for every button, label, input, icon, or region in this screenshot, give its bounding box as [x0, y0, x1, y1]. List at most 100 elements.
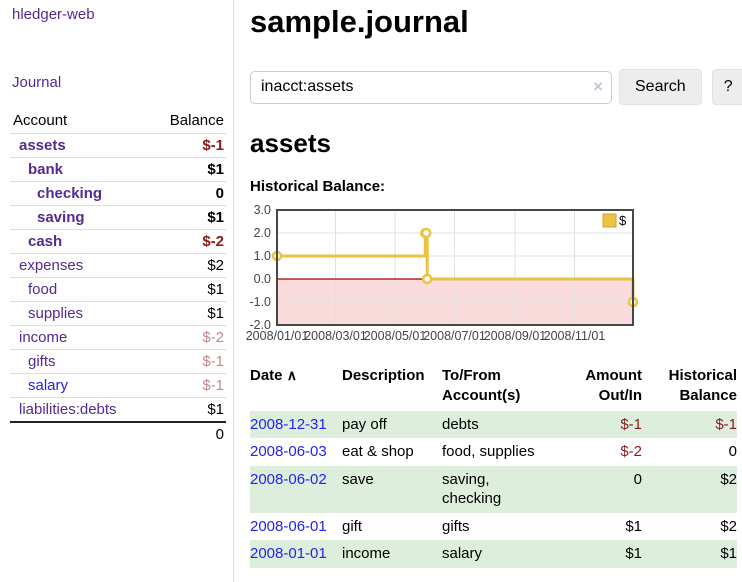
register-row: 2008-01-01 income salary $1 $1: [250, 540, 737, 568]
sidebar-account-link[interactable]: saving: [37, 208, 85, 226]
register-table-body: 2008-12-31 pay off debts $-1 $-1 2008-06-03 ea…: [250, 410, 737, 568]
sidebar-account-link[interactable]: cash: [28, 232, 63, 250]
account-balance: 0: [215, 184, 224, 202]
register-header-date[interactable]: Date ∧: [250, 366, 342, 411]
register-cell-description: save: [342, 470, 374, 488]
sidebar-item-journal[interactable]: Journal: [12, 74, 62, 91]
page-title: sample.journal: [250, 4, 469, 39]
account-balance: $1: [207, 280, 224, 298]
sidebar-account-link[interactable]: expenses: [19, 256, 84, 274]
account-balance: $-2: [202, 328, 224, 346]
account-row: gifts $-1: [10, 349, 226, 373]
register-cell-description: pay off: [342, 415, 387, 433]
balance-chart-svg: $3.0 2.0 1.0 0.0 -1.0 -2.02008/01/012008/03/0…: [246, 203, 639, 343]
register-table: Date ∧ Description To/From Account(s) Am…: [250, 366, 737, 568]
account-balance: $1: [207, 160, 224, 178]
register-cell-date: 2008-06-02: [250, 466, 342, 513]
register-row: 2008-12-31 pay off debts $-1 $-1: [250, 410, 737, 439]
svg-text:$: $: [619, 213, 627, 228]
sort-asc-icon: ∧: [286, 367, 297, 383]
transaction-date-link[interactable]: 2008-06-03: [250, 443, 327, 461]
clear-search-icon[interactable]: ×: [593, 76, 603, 96]
transaction-date-link[interactable]: 2008-01-01: [250, 545, 327, 563]
account-row: cash $-2: [10, 229, 226, 253]
register-cell-accounts: salary: [442, 545, 483, 563]
svg-text:2008/01/01: 2008/01/01: [246, 329, 309, 343]
search-button[interactable]: Search: [619, 69, 702, 105]
account-row: salary $-1: [10, 373, 226, 397]
chart-label: Historical Balance:: [250, 178, 386, 195]
register-cell-amount: $1: [625, 545, 642, 563]
svg-text:2008/05/01: 2008/05/01: [364, 329, 427, 343]
account-title: assets: [250, 128, 331, 158]
register-cell-balance: 0: [728, 443, 737, 461]
register-cell-accounts: food, supplies: [442, 443, 535, 461]
sidebar-account-link[interactable]: income: [19, 328, 68, 346]
account-balance: $1: [207, 400, 224, 418]
register-cell-balance: $-1: [715, 415, 737, 433]
account-balance: $-1: [202, 136, 224, 154]
sidebar-account-link[interactable]: gifts: [28, 352, 56, 370]
register-cell-amount: $-1: [620, 415, 642, 433]
account-row: bank $1: [10, 157, 226, 181]
register-row: 2008-06-02 save saving, checking 0 $2: [250, 465, 737, 513]
svg-text:2008/07/01: 2008/07/01: [423, 329, 486, 343]
register-row: 2008-06-03 eat & shop food, supplies $-2 0: [250, 438, 737, 466]
register-cell-description: eat & shop: [342, 443, 414, 461]
sidebar-account-link[interactable]: food: [28, 280, 58, 298]
account-row: liabilities:debts $1: [10, 397, 226, 422]
svg-text:-2.0: -2.0: [249, 318, 271, 332]
date-sort-link: Date ∧: [250, 367, 297, 384]
register-header-description: Description: [342, 367, 425, 384]
register-cell-balance: $2: [720, 517, 737, 535]
sidebar-account-link[interactable]: checking: [37, 184, 103, 202]
svg-text:2.0: 2.0: [254, 226, 271, 240]
account-balance: $-1: [202, 352, 224, 370]
account-balance: $-2: [202, 232, 224, 250]
accounts-header-row: Account Balance: [10, 109, 226, 133]
register-cell-date: 2008-06-01: [250, 513, 342, 541]
brand-link[interactable]: hledger-web: [12, 6, 95, 23]
transaction-date-link[interactable]: 2008-06-02: [250, 470, 327, 488]
sidebar-account-link[interactable]: salary: [28, 376, 69, 394]
svg-text:2008/09/01: 2008/09/01: [484, 329, 547, 343]
account-row: expenses $2: [10, 253, 226, 277]
accounts-table-body: Account Balance assets $-1 bank $1 checking 0…: [10, 109, 226, 446]
account-row: supplies $1: [10, 301, 226, 325]
svg-text:3.0: 3.0: [254, 203, 271, 217]
register-cell-description: gift: [342, 517, 363, 535]
register-cell-date: 2008-06-03: [250, 438, 342, 466]
svg-text:2008/11/01: 2008/11/01: [544, 329, 606, 343]
register-cell-balance: $1: [720, 545, 737, 563]
register-header-amount: Amount Out/In: [585, 367, 642, 404]
sidebar-account-link[interactable]: supplies: [28, 304, 84, 322]
register-cell-accounts: gifts: [442, 517, 470, 535]
account-row: income $-2: [10, 325, 226, 349]
account-balance: $-1: [202, 376, 224, 394]
register-cell-amount: 0: [633, 470, 642, 488]
register-cell-amount: $-2: [620, 443, 642, 461]
help-button[interactable]: ?: [711, 69, 742, 105]
sidebar-account-link[interactable]: bank: [28, 160, 64, 178]
sidebar: hledger-web Journal Account Balance asse…: [0, 0, 234, 582]
account-row: food $1: [10, 277, 226, 301]
register-cell-amount: $1: [625, 517, 642, 535]
search-bar: × Search ?: [250, 69, 742, 105]
register-cell-accounts: saving, checking: [442, 470, 502, 508]
transaction-date-link[interactable]: 2008-12-31: [250, 415, 327, 433]
register-header-row: Date ∧ Description To/From Account(s) Am…: [250, 366, 737, 411]
register-cell-description: income: [342, 545, 391, 563]
accounts-total-row: 0: [10, 421, 226, 446]
account-balance: $1: [207, 304, 224, 322]
register-header-balance: Historical Balance: [668, 367, 737, 404]
sidebar-account-link[interactable]: liabilities:debts: [19, 400, 117, 418]
account-row: checking 0: [10, 181, 226, 205]
register-header-accounts: To/From Account(s): [442, 367, 521, 404]
sidebar-account-link[interactable]: assets: [19, 136, 66, 154]
svg-text:1.0: 1.0: [254, 249, 271, 263]
search-input[interactable]: [250, 70, 612, 104]
register-cell-balance: $2: [720, 470, 737, 488]
transaction-date-link[interactable]: 2008-06-01: [250, 517, 327, 535]
register-cell-accounts: debts: [442, 415, 479, 433]
